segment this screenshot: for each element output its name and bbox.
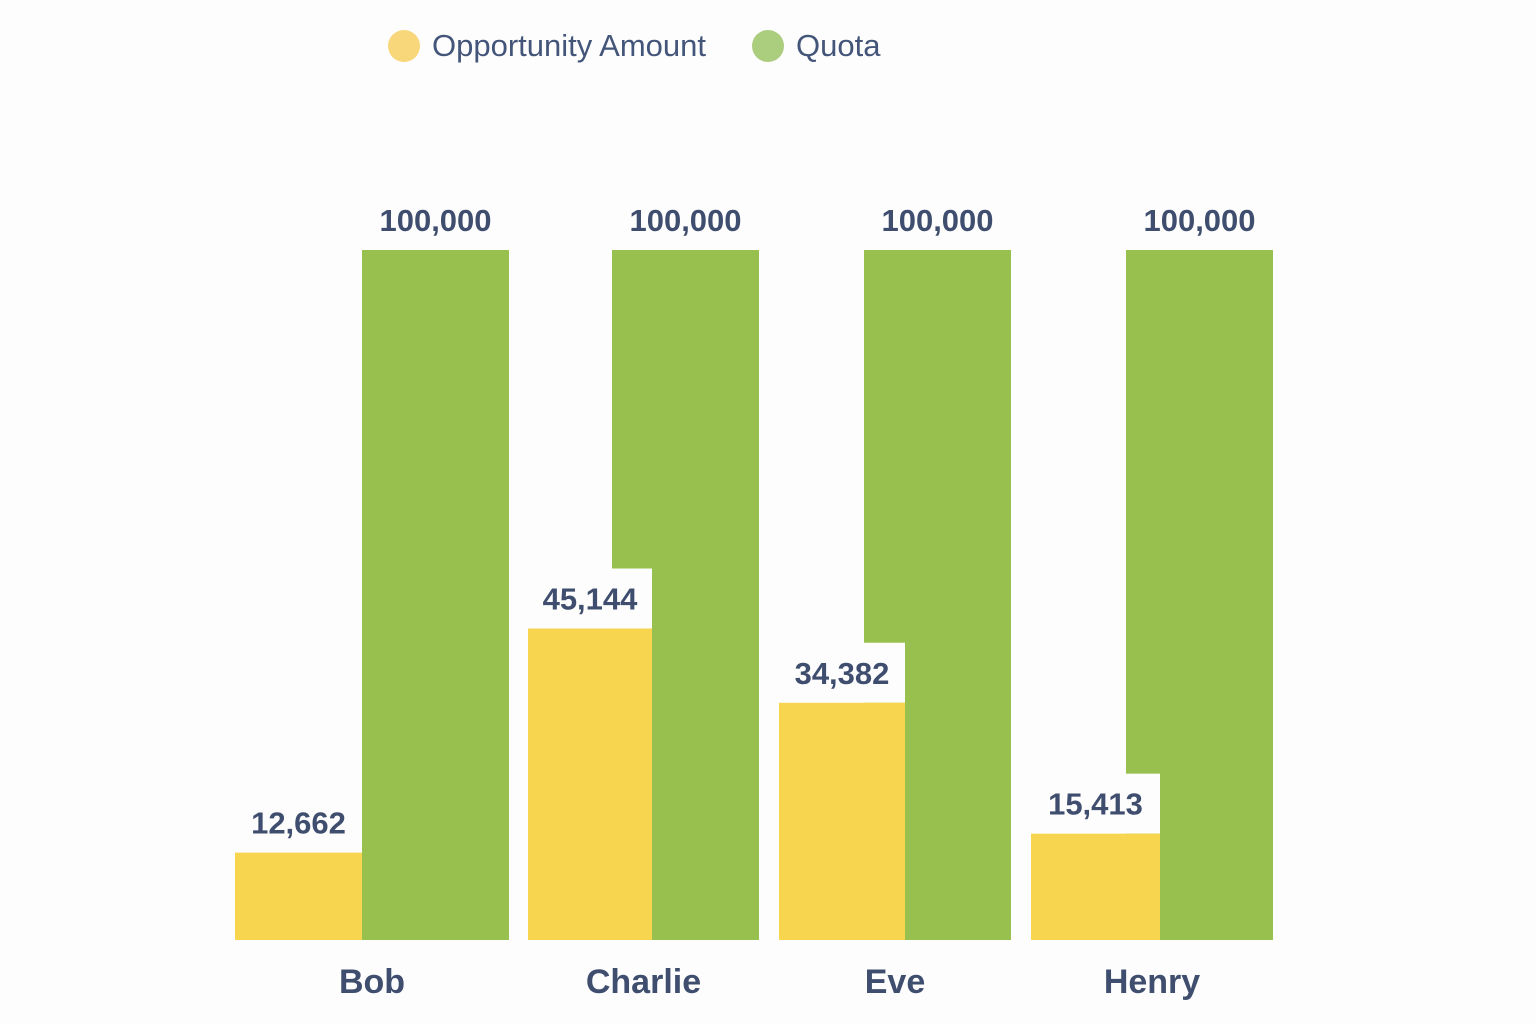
- legend-item-opportunity-amount[interactable]: Opportunity Amount: [388, 28, 706, 64]
- x-tick-label: Eve: [865, 963, 926, 1001]
- bar-opportunity-amount: [235, 852, 362, 940]
- bar-opportunity-amount: [779, 702, 905, 940]
- label-background: [1031, 773, 1160, 834]
- x-tick-label: Bob: [339, 963, 405, 1001]
- legend-item-quota[interactable]: Quota: [752, 28, 880, 64]
- legend: Opportunity Amount Quota: [388, 28, 926, 64]
- data-label-opportunity-amount: 15,413: [1048, 787, 1143, 822]
- legend-label: Quota: [796, 28, 881, 63]
- data-label-opportunity-amount: 45,144: [543, 582, 639, 617]
- data-label-opportunity-amount: 12,662: [251, 806, 346, 841]
- data-label-quota: 100,000: [881, 203, 993, 238]
- data-label-quota: 100,000: [629, 203, 741, 238]
- label-background: [235, 792, 362, 853]
- bar-quota: [362, 250, 509, 940]
- data-label-quota: 100,000: [379, 203, 491, 238]
- legend-swatch-quota: [752, 30, 784, 62]
- x-tick-label: Charlie: [586, 963, 701, 1001]
- bar-opportunity-amount: [528, 628, 652, 940]
- label-background: [528, 568, 652, 629]
- data-label-quota: 100,000: [1143, 203, 1255, 238]
- x-tick-label: Henry: [1104, 963, 1200, 1001]
- label-background: [779, 642, 905, 703]
- legend-swatch-opportunity-amount: [388, 30, 420, 62]
- bar-opportunity-amount: [1031, 833, 1160, 940]
- legend-label: Opportunity Amount: [432, 28, 706, 63]
- data-label-opportunity-amount: 34,382: [795, 656, 890, 691]
